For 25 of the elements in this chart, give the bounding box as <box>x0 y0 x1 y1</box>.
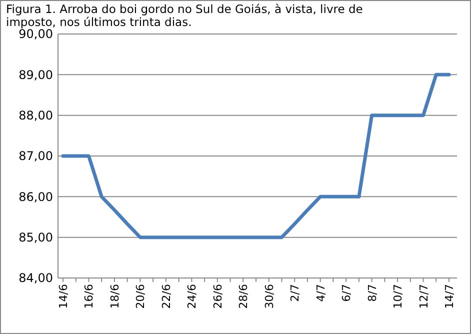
x-tick-label: 6/7 <box>340 284 354 302</box>
x-tick-label: 22/6 <box>160 284 173 309</box>
line-series <box>61 72 451 240</box>
x-tick-label: 4/7 <box>314 284 328 302</box>
x-tick-label: 18/6 <box>108 284 122 309</box>
y-tick-label: 90,00 <box>18 27 53 42</box>
y-tick-label: 88,00 <box>18 108 53 123</box>
x-tick-label: 24/6 <box>186 284 199 309</box>
x-tick-label: 2/7 <box>288 284 302 302</box>
chart-title: Figura 1. Arroba do boi gordo no Sul de Goiás, à vista, livre de imposto, nos últimos trinta dias. <box>6 2 363 29</box>
x-tick-label: 26/6 <box>211 284 224 309</box>
x-tick-label: 28/6 <box>237 284 250 309</box>
x-tick-label: 14/6 <box>57 284 70 309</box>
y-tick-label: 84,00 <box>18 271 53 286</box>
x-tick-label: 16/6 <box>82 284 96 309</box>
x-tick-label: 30/6 <box>262 284 276 309</box>
x-tick-label: 10/7 <box>392 284 405 309</box>
x-tick-label: 12/7 <box>417 284 430 309</box>
y-tick-label: 89,00 <box>18 68 53 82</box>
x-tick-label: 14/7 <box>443 284 456 309</box>
x-tick-label: 20/6 <box>134 284 148 309</box>
y-tick-label: 87,00 <box>18 149 53 164</box>
y-tick-label: 85,00 <box>18 230 53 245</box>
x-tick-label: 8/7 <box>366 284 379 302</box>
y-tick-label: 86,00 <box>18 190 53 204</box>
